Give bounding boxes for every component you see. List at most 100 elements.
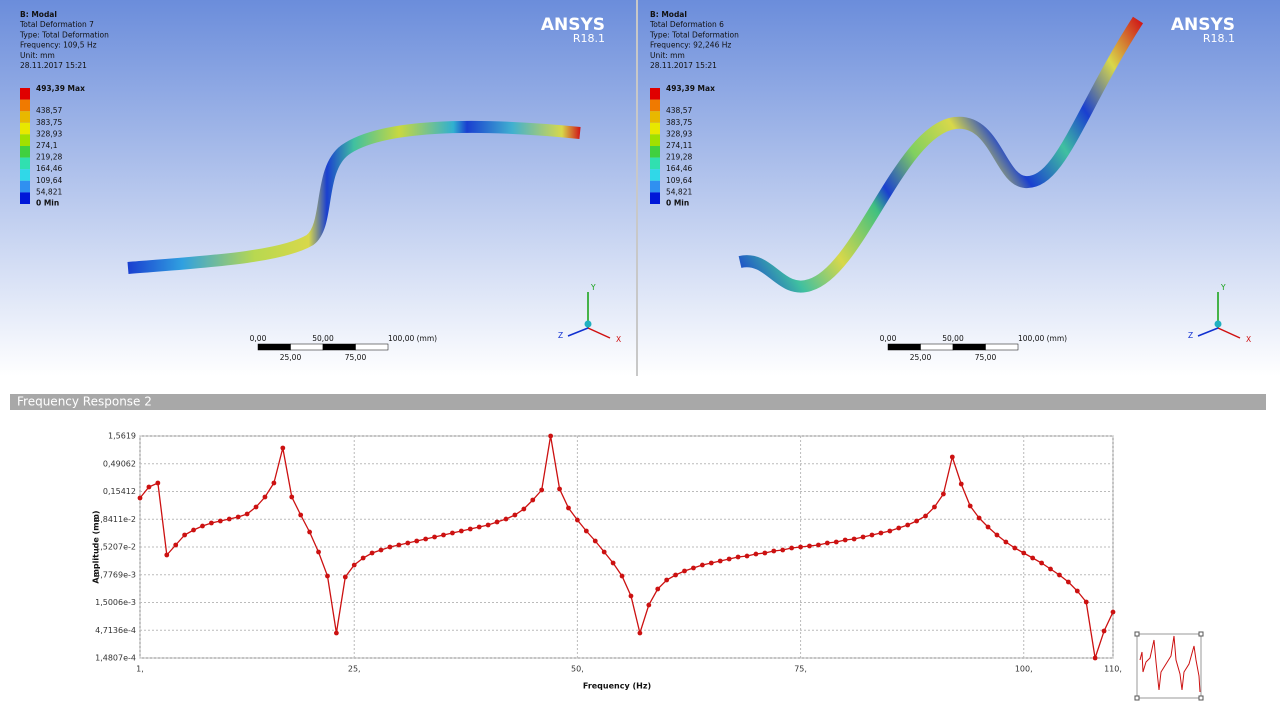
- legend-label: 493,39 Max: [36, 84, 85, 93]
- legend-label: 54,821: [36, 187, 62, 196]
- data-point: [851, 536, 857, 542]
- data-point: [575, 517, 580, 523]
- data-point: [860, 534, 866, 540]
- data-point: [1101, 628, 1107, 634]
- data-point: [1003, 539, 1009, 545]
- handle: [1198, 631, 1204, 637]
- data-point: [717, 558, 723, 564]
- y-tick-label: 4,7769e-3: [95, 570, 136, 579]
- logo: ANSYS: [541, 15, 605, 35]
- handle: [1198, 695, 1204, 701]
- legend-swatch: [20, 169, 30, 181]
- data-point: [485, 522, 491, 528]
- scale-segment: [257, 343, 291, 351]
- legend-swatch: [20, 99, 30, 112]
- legend-label: 328,93: [36, 129, 62, 138]
- triad-x: [1217, 327, 1241, 339]
- data-point: [351, 562, 357, 568]
- data-point: [699, 562, 705, 568]
- legend-swatch: [650, 134, 660, 146]
- scale-label: 50,00: [312, 334, 334, 343]
- info-line: B: Modal: [650, 10, 687, 19]
- legend-label: 274,1: [36, 141, 58, 150]
- legend-label: 219,28: [36, 153, 62, 162]
- x-axis-label: Frequency (Hz): [583, 682, 651, 691]
- data-point: [548, 433, 554, 439]
- version: R18.1: [573, 32, 605, 45]
- legend-swatch: [20, 146, 30, 158]
- legend-label: 438,57: [36, 106, 62, 115]
- data-point: [664, 577, 670, 583]
- data-point: [182, 532, 188, 538]
- legend-swatch: [650, 157, 660, 170]
- data-point: [566, 505, 571, 511]
- data-point: [798, 544, 803, 550]
- data-point: [244, 511, 250, 517]
- legend-swatch: [650, 111, 660, 123]
- legend-swatch: [650, 99, 660, 112]
- data-point: [583, 528, 589, 534]
- data-point: [271, 480, 277, 486]
- triad-label: Y: [590, 283, 596, 292]
- triad-z: [1197, 327, 1219, 337]
- data-point: [467, 526, 473, 532]
- legend-swatch: [650, 88, 660, 100]
- data-point: [735, 554, 741, 560]
- data-point: [262, 494, 268, 500]
- data-point: [557, 486, 562, 492]
- data-point: [780, 547, 786, 553]
- data-point: [833, 539, 839, 545]
- legend-label: 164,46: [666, 164, 692, 173]
- legend-label: 0 Min: [666, 198, 689, 207]
- scale-label: 75,00: [975, 353, 997, 362]
- data-point: [1065, 579, 1071, 585]
- legend-label: 438,57: [666, 106, 692, 115]
- scale-label: 25,00: [910, 353, 932, 362]
- data-point: [441, 532, 446, 538]
- data-point: [369, 550, 375, 556]
- viewport-background: [0, 0, 1280, 376]
- data-point: [405, 540, 411, 546]
- data-point: [521, 506, 527, 512]
- legend-swatch: [650, 180, 660, 193]
- data-point: [896, 525, 902, 531]
- data-point: [1057, 572, 1062, 578]
- info-line: 28.11.2017 15:21: [650, 61, 717, 70]
- scale-segment: [887, 343, 921, 351]
- legend-swatch: [20, 192, 30, 204]
- scale-label: 25,00: [280, 353, 302, 362]
- data-point: [771, 548, 777, 554]
- data-point: [842, 537, 848, 543]
- y-tick-label: 1,5619: [108, 432, 136, 441]
- data-point: [1039, 560, 1044, 566]
- legend-swatch: [20, 88, 30, 100]
- scale-label: 0,00: [880, 334, 897, 343]
- scale-label: 100,00 (mm): [1018, 334, 1067, 343]
- data-point: [949, 454, 955, 460]
- data-point: [378, 547, 384, 553]
- info-line: Unit: mm: [650, 51, 685, 60]
- scale-segment: [355, 343, 389, 351]
- legend-label: 274,11: [666, 141, 692, 150]
- data-point: [200, 523, 205, 529]
- triad-label: Y: [1220, 283, 1226, 292]
- data-point: [494, 519, 500, 525]
- legend-swatch: [650, 169, 660, 181]
- data-point: [1110, 609, 1116, 615]
- scale-segment: [290, 343, 324, 351]
- scale-label: 100,00 (mm): [388, 334, 437, 343]
- data-point: [191, 527, 196, 533]
- data-point: [932, 504, 937, 510]
- data-point: [994, 532, 1000, 538]
- data-point: [940, 491, 946, 497]
- data-point: [209, 520, 214, 526]
- data-point: [628, 593, 634, 599]
- x-tick-label: 75,: [794, 665, 807, 674]
- info-line: Frequency: 92,246 Hz: [650, 41, 731, 50]
- triad-label: Z: [558, 331, 563, 340]
- legend-swatch: [20, 111, 30, 123]
- data-point: [592, 538, 598, 544]
- triad-origin: [584, 320, 592, 328]
- data-point: [217, 518, 223, 524]
